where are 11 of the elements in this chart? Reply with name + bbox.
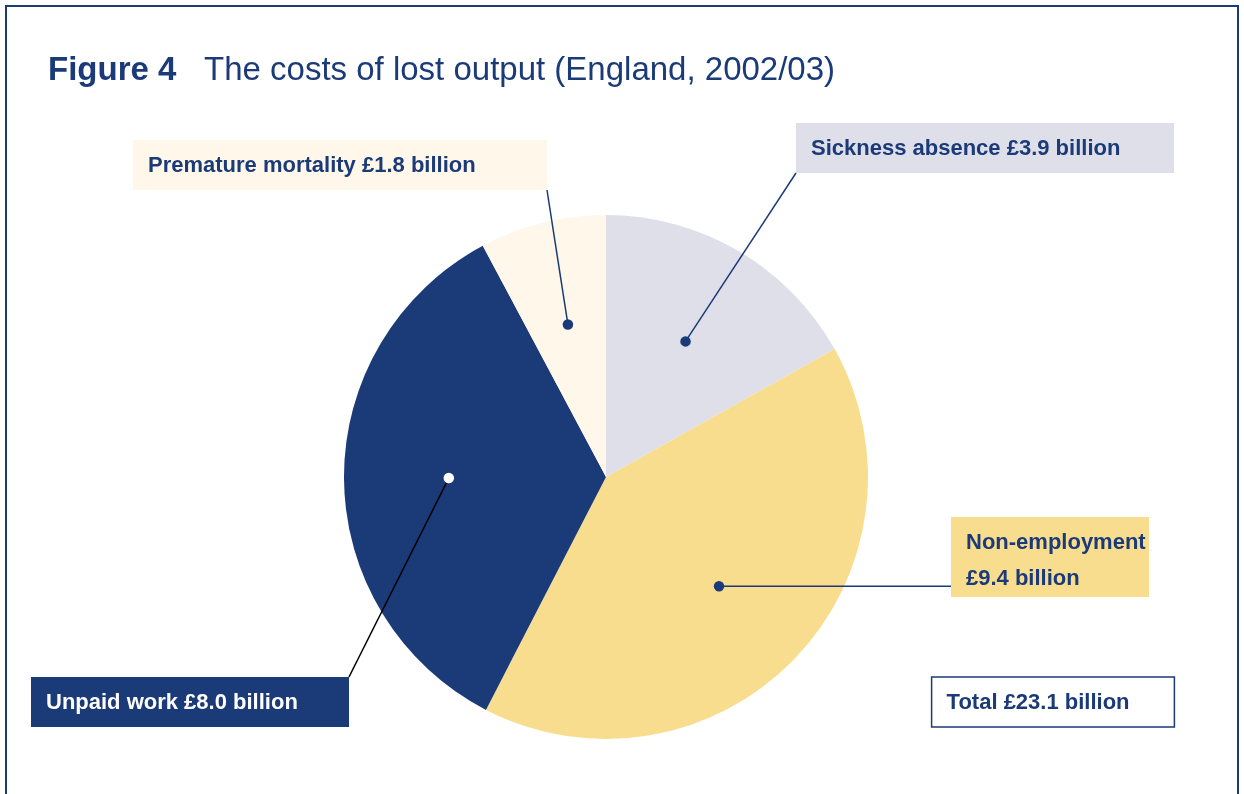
pie-slice — [485, 349, 868, 739]
pie-slice — [344, 245, 606, 710]
pie-slice — [482, 215, 606, 477]
data-label: £9.4 billion — [966, 565, 1080, 590]
slice-label: Non-employment — [966, 529, 1147, 554]
slice-label: Sickness absence £3.9 billion — [811, 135, 1121, 160]
chart-title: Figure 4 The costs of lost output (England, 2002/03) — [48, 50, 836, 87]
pie-slice — [606, 215, 835, 477]
slice-label: Premature mortality £1.8 billion — [148, 152, 476, 177]
text: Total £23.1 billion — [946, 689, 1130, 714]
slice-label: Unpaid work £8.0 billion — [46, 689, 298, 714]
